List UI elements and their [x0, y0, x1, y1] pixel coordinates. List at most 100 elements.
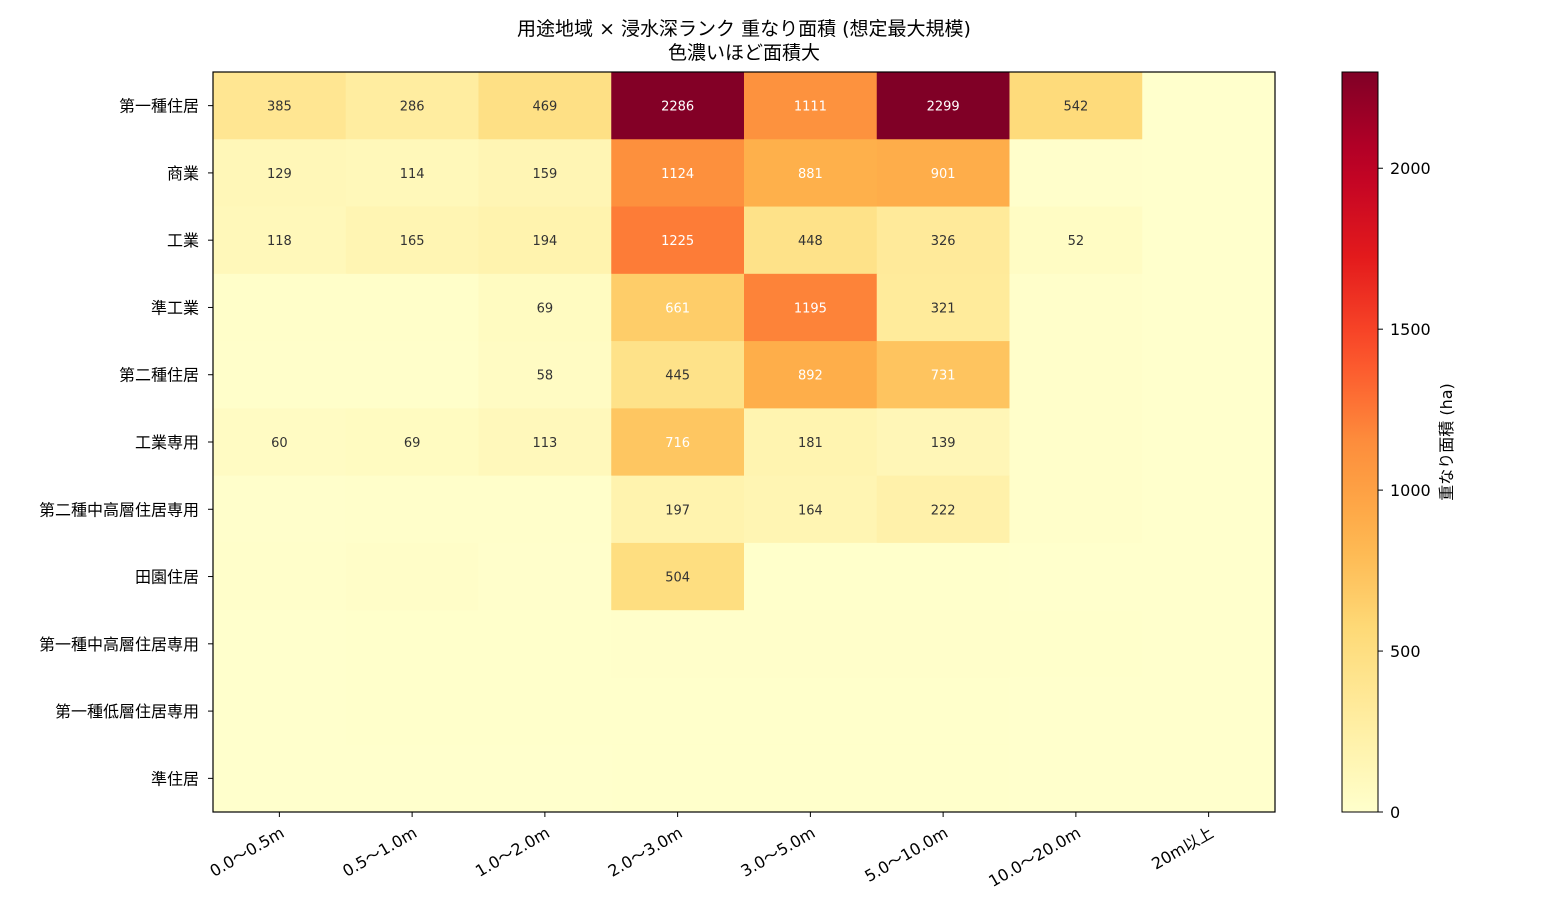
cell-value-label: 901: [931, 167, 956, 182]
heatmap-cell: [213, 542, 347, 611]
heatmap-cell: [213, 744, 347, 813]
heatmap-cell: [744, 72, 878, 140]
heatmap-cell: [744, 139, 878, 208]
heatmap-cell: [478, 542, 612, 611]
cell-value-label: 326: [931, 234, 956, 249]
x-tick-label: 10.0〜20.0m: [985, 823, 1084, 891]
heatmap-cell: [876, 341, 1010, 409]
heatmap-cell: [876, 677, 1010, 746]
heatmap-cell: [744, 206, 878, 275]
cell-value-label: 60: [271, 436, 288, 451]
cell-value-label: 181: [798, 436, 823, 451]
heatmap-cell: [1142, 610, 1276, 678]
heatmap-cell: [1142, 139, 1276, 208]
heatmap-cell: [1142, 341, 1276, 409]
cell-value-label: 286: [400, 100, 425, 115]
cell-value-label: 69: [404, 436, 421, 451]
heatmap-cell: [611, 72, 745, 140]
cell-value-label: 52: [1068, 234, 1085, 249]
x-tick-label: 1.0〜2.0m: [472, 823, 553, 881]
cell-value-label: 661: [665, 301, 690, 316]
cell-value-label: 69: [537, 301, 554, 316]
colorbar-tick-label: 2000: [1390, 159, 1431, 178]
x-tick-label: 2.0〜3.0m: [605, 823, 686, 881]
cell-value-label: 194: [532, 234, 557, 249]
cell-value-label: 542: [1063, 100, 1088, 115]
y-tick-label: 準工業: [151, 298, 199, 317]
cell-value-label: 731: [931, 369, 956, 384]
heatmap-cell: [345, 206, 479, 275]
heatmap-cell: [345, 475, 479, 544]
x-tick-label: 3.0〜5.0m: [737, 823, 818, 881]
heatmap-cell: [1009, 744, 1143, 813]
heatmap-cell: [213, 610, 347, 678]
heatmap-cell: [1142, 72, 1276, 140]
cell-value-label: 164: [798, 503, 823, 518]
heatmap-cell: [876, 610, 1010, 678]
heatmap-cell: [744, 475, 878, 544]
heatmap-cell: [478, 139, 612, 208]
cell-value-label: 1111: [794, 100, 827, 115]
cell-value-label: 469: [532, 100, 557, 115]
heatmap-cell: [478, 206, 612, 275]
cell-value-label: 2299: [927, 100, 960, 115]
heatmap-cell: [1142, 408, 1276, 477]
x-axis: 0.0〜0.5m 0.5〜1.0m 1.0〜2.0m 2.0〜3.0m 3.0〜5.0m…: [206, 812, 1217, 891]
heatmap-cell: [1009, 610, 1143, 678]
y-tick-label: 工業専用: [135, 433, 199, 452]
heatmap-cell: [478, 72, 612, 140]
heatmap-cell: [1142, 475, 1276, 544]
cell-value-label: 139: [931, 436, 956, 451]
heatmap-cell: [1009, 139, 1143, 208]
y-tick-label: 第一種低層住居専用: [55, 702, 199, 721]
heatmap-cell: [611, 408, 745, 477]
heatmap-cell: [611, 475, 745, 544]
heatmap-cell: [478, 408, 612, 477]
cell-value-label: 716: [665, 436, 690, 451]
cell-value-label: 881: [798, 167, 823, 182]
heatmap-cell: [1142, 542, 1276, 611]
cell-value-label: 892: [798, 369, 823, 384]
colorbar-gradient: [1341, 71, 1379, 813]
heatmap-cell: [1142, 677, 1276, 746]
heatmap-cell: [744, 610, 878, 678]
heatmap-cell: [345, 744, 479, 813]
heatmap-cell: [1142, 744, 1276, 813]
heatmap-cell: [478, 610, 612, 678]
colorbar-tick-label: 1000: [1390, 481, 1431, 500]
heatmap-cell: [1009, 72, 1143, 140]
heatmap-cell: [876, 542, 1010, 611]
heatmap-cell: [1009, 475, 1143, 544]
cell-value-label: 445: [665, 369, 690, 384]
x-tick-label: 20m以上: [1148, 823, 1216, 873]
cell-value-label: 118: [267, 234, 292, 249]
y-tick-label: 第一種住居: [119, 97, 199, 116]
heatmap-cell: [611, 610, 745, 678]
heatmap-cell: [876, 139, 1010, 208]
cell-value-label: 2286: [661, 100, 694, 115]
heatmap-cell: [345, 139, 479, 208]
heatmap-cell: [213, 72, 347, 140]
y-tick-label: 準住居: [151, 769, 199, 788]
heatmap-cell: [744, 273, 878, 342]
colorbar: 0 500 1000 1500 2000: [1341, 71, 1431, 822]
heatmap-cell: [478, 744, 612, 813]
y-tick-label: 田園住居: [135, 568, 199, 587]
heatmap-cell: [345, 542, 479, 611]
cell-value-label: 504: [665, 571, 690, 586]
cell-value-label: 321: [931, 301, 956, 316]
heatmap-cell: [611, 341, 745, 409]
heatmap-cell: [1142, 206, 1276, 275]
heatmap-cell: [611, 542, 745, 611]
heatmap-cell: [1009, 206, 1143, 275]
heatmap-cell-labels: 385 286 469 2286 1111 2299 542 129 114 159 1124 881…: [267, 100, 1088, 586]
heatmap-cell: [876, 475, 1010, 544]
heatmap-cell: [345, 610, 479, 678]
heatmap-cell: [611, 206, 745, 275]
cell-value-label: 1195: [794, 301, 827, 316]
y-tick-label: 第二種中高層住居専用: [39, 500, 199, 519]
heatmap-cell: [876, 744, 1010, 813]
y-tick-label: 第一種中高層住居専用: [39, 635, 199, 654]
y-tick-label: 商業: [167, 164, 199, 183]
